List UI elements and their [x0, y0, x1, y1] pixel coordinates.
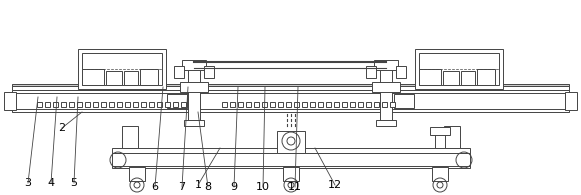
Bar — [188, 62, 200, 122]
Bar — [106, 71, 122, 85]
Bar — [149, 102, 154, 107]
Bar — [419, 69, 441, 85]
Text: 2: 2 — [59, 123, 66, 133]
Bar — [390, 102, 395, 107]
Bar — [157, 102, 162, 107]
Bar — [374, 102, 379, 107]
Bar — [53, 102, 58, 107]
Bar — [430, 127, 450, 135]
Bar — [165, 102, 170, 107]
Bar — [180, 82, 208, 92]
Bar — [61, 102, 66, 107]
Bar — [310, 102, 315, 107]
Bar — [435, 130, 445, 148]
Bar — [167, 94, 187, 108]
Bar — [294, 102, 299, 107]
Bar — [262, 102, 267, 107]
Bar — [85, 102, 90, 107]
Text: 11: 11 — [288, 182, 302, 192]
Bar — [432, 167, 448, 181]
Bar — [382, 102, 387, 107]
Bar — [318, 102, 323, 107]
Text: 1: 1 — [195, 180, 202, 190]
Bar — [109, 102, 114, 107]
Bar — [112, 153, 470, 167]
Bar — [181, 102, 186, 107]
Bar — [461, 71, 475, 85]
Bar — [334, 102, 339, 107]
Bar — [112, 148, 470, 153]
Bar — [69, 102, 74, 107]
Bar — [174, 66, 184, 78]
Bar — [222, 102, 227, 107]
Bar — [376, 120, 396, 126]
Text: 10: 10 — [256, 182, 270, 192]
Bar — [125, 102, 130, 107]
Bar — [12, 90, 569, 112]
Bar — [238, 102, 243, 107]
Bar — [326, 102, 331, 107]
Bar — [565, 92, 577, 110]
Bar — [286, 102, 291, 107]
Bar — [443, 71, 459, 85]
Bar — [37, 102, 42, 107]
Text: 6: 6 — [152, 182, 159, 192]
Bar — [358, 102, 363, 107]
Bar — [15, 93, 566, 109]
Bar — [372, 82, 400, 92]
Text: 3: 3 — [24, 178, 31, 188]
Bar — [82, 69, 104, 85]
Bar — [112, 166, 470, 168]
Bar — [117, 102, 122, 107]
Bar — [12, 84, 569, 86]
Bar — [444, 126, 460, 148]
Text: 5: 5 — [70, 178, 77, 188]
Bar — [277, 131, 305, 153]
Bar — [12, 86, 569, 90]
Bar — [82, 53, 162, 85]
Bar — [394, 94, 414, 108]
Bar — [380, 62, 392, 122]
Bar — [283, 167, 299, 181]
Bar — [396, 66, 406, 78]
Bar — [184, 120, 204, 126]
Bar — [302, 102, 307, 107]
Bar — [140, 69, 158, 85]
Bar — [342, 102, 347, 107]
Bar — [101, 102, 106, 107]
Bar — [129, 167, 145, 181]
Text: 7: 7 — [178, 182, 185, 192]
Bar — [133, 102, 138, 107]
Bar — [204, 66, 214, 78]
Bar — [45, 102, 50, 107]
Bar — [270, 102, 275, 107]
Text: 9: 9 — [231, 182, 238, 192]
Bar — [350, 102, 355, 107]
Bar — [419, 53, 499, 85]
Bar — [278, 102, 283, 107]
Bar — [246, 102, 251, 107]
Bar — [182, 60, 206, 70]
Bar — [366, 66, 376, 78]
Bar — [173, 102, 178, 107]
Text: 4: 4 — [48, 178, 55, 188]
Bar — [77, 102, 82, 107]
Bar — [254, 102, 259, 107]
Bar — [374, 60, 398, 70]
Bar — [477, 69, 495, 85]
Text: 12: 12 — [328, 180, 342, 190]
Bar — [366, 102, 371, 107]
Bar — [93, 102, 98, 107]
Bar — [124, 71, 138, 85]
Bar — [78, 49, 166, 89]
Bar — [415, 49, 503, 89]
Bar — [4, 92, 16, 110]
Bar — [141, 102, 146, 107]
Text: 8: 8 — [205, 182, 211, 192]
Bar — [230, 102, 235, 107]
Bar — [122, 126, 138, 148]
